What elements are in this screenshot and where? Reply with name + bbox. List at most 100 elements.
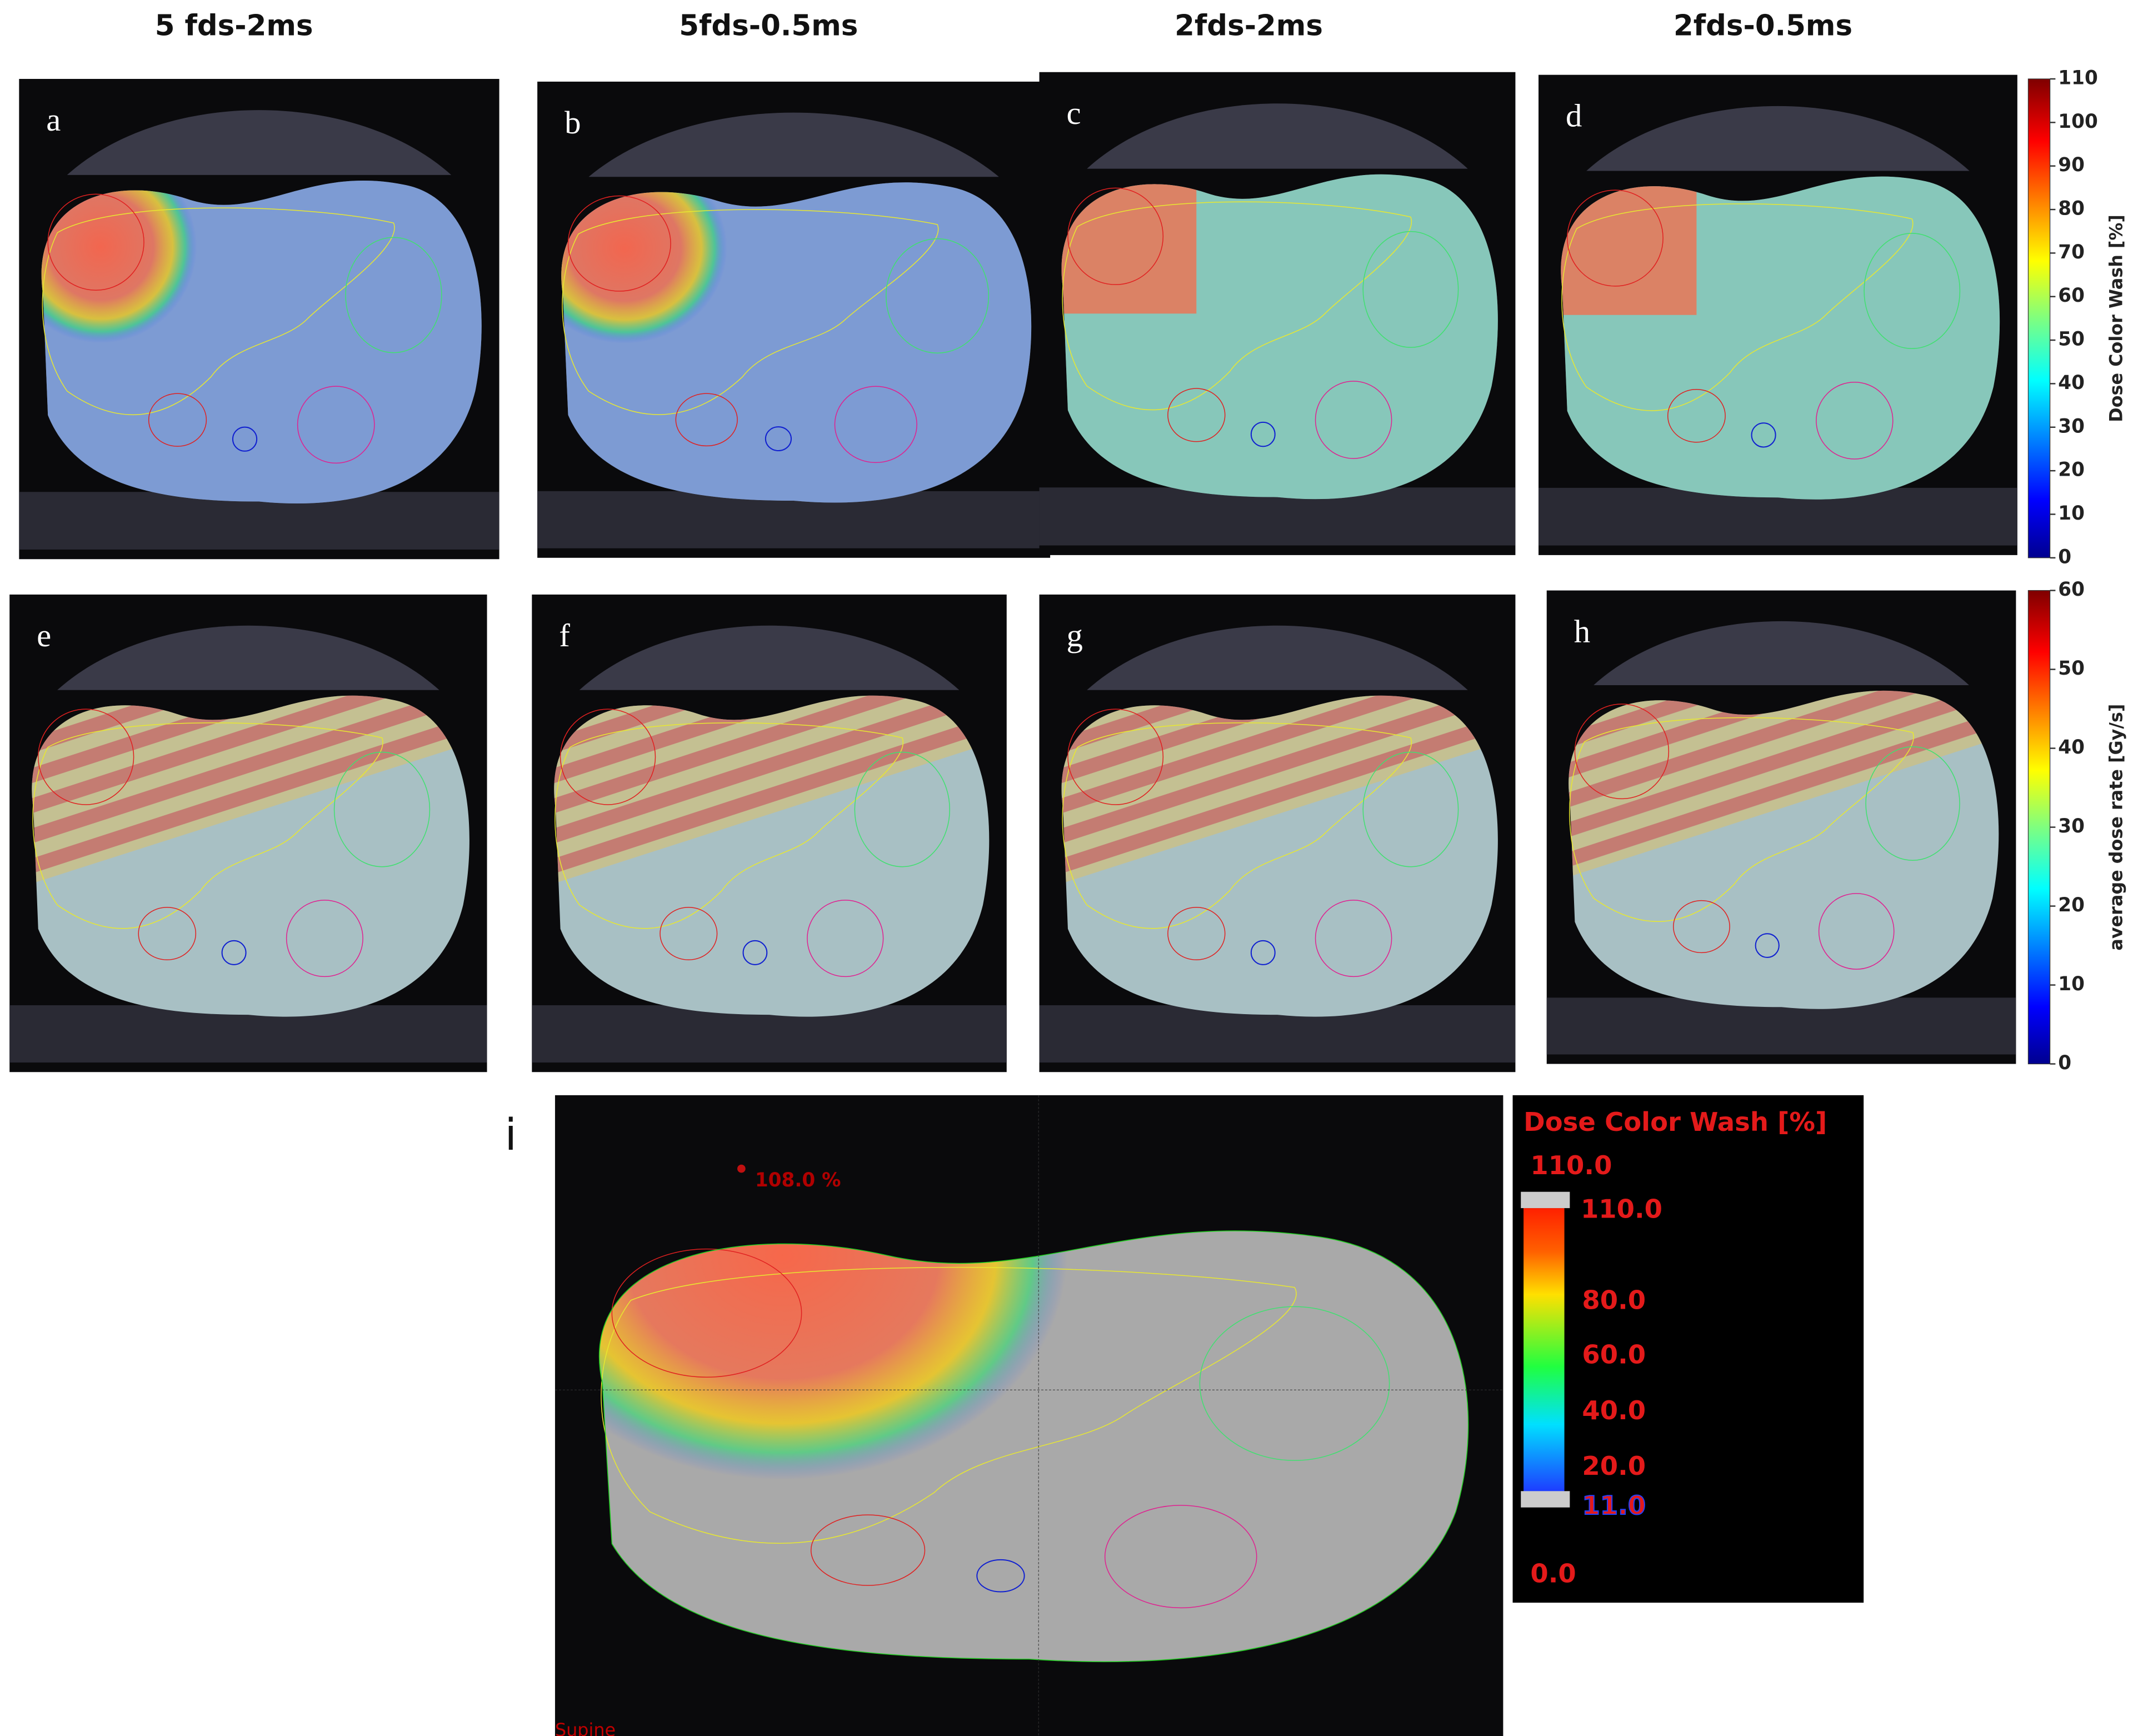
cord-contour	[1752, 423, 1776, 447]
colorbar-tick-label: 50	[2058, 657, 2085, 680]
kidney-contour	[835, 386, 917, 462]
tumor-contour	[612, 1249, 801, 1378]
arms	[1593, 621, 1969, 685]
ct-slice	[1547, 621, 2016, 1055]
liver-contour	[42, 208, 394, 415]
colorbar-tick-label: 110	[2058, 67, 2098, 89]
panel-letter: c	[1067, 95, 1081, 131]
colorbar	[2027, 590, 2051, 1065]
ct-slice	[532, 626, 1006, 1062]
colorbar-tick-label: 90	[2058, 154, 2085, 176]
arms	[67, 110, 452, 175]
legend-lower: 11.0	[1582, 1490, 1646, 1520]
dose-wash	[561, 182, 1032, 503]
colorbar	[2027, 78, 2051, 558]
handle	[1521, 1491, 1570, 1508]
dose-wash	[554, 695, 990, 891]
colorbar-tick-label: 30	[2058, 415, 2085, 437]
legend-tick: 80.0	[1582, 1285, 1646, 1315]
column-title: 5 fds-2ms	[155, 9, 313, 43]
kidney-contour	[1668, 390, 1725, 442]
legend-tick: 20.0	[1582, 1451, 1646, 1481]
colorbar-tick-label: 0	[2058, 546, 2071, 568]
hot-spot	[599, 1230, 1067, 1480]
arms	[1087, 103, 1468, 169]
tumor-contour	[48, 194, 144, 290]
colorbar-title: average dose rate [Gy/s]	[2105, 704, 2126, 951]
legend-max: 110.0	[1530, 1150, 1612, 1180]
liver-contour	[1062, 723, 1411, 929]
tumor-contour	[1068, 188, 1163, 285]
dose-wash	[599, 1230, 1067, 1480]
kidney-contour	[676, 393, 737, 446]
dose-wash	[1061, 695, 1498, 891]
stomach-contour	[334, 752, 430, 866]
cord-contour	[222, 941, 246, 965]
kidney-contour	[287, 900, 363, 976]
liver-contour	[562, 209, 938, 415]
orientation-label: Supine	[555, 1719, 616, 1736]
tumor-contour	[1567, 190, 1663, 286]
legend-upper: 110.0	[1581, 1194, 1662, 1224]
ct-slice	[498, 1031, 1503, 1736]
ct-slice	[9, 626, 487, 1062]
colorbar-tick-label: 30	[2058, 815, 2085, 837]
ct-slice	[1040, 72, 1516, 555]
dose-wash	[1568, 690, 1999, 884]
kidney-contour	[660, 907, 717, 960]
kidney-contour	[1316, 900, 1392, 976]
stomach-contour	[1200, 1306, 1389, 1460]
kidney-contour	[811, 1515, 925, 1585]
colorbar-tick-label: 20	[2058, 459, 2085, 481]
handle	[1521, 1191, 1570, 1209]
wash	[554, 695, 990, 891]
stomach-contour	[855, 752, 950, 866]
legend-box	[1512, 1095, 1864, 1603]
cord-contour	[233, 427, 257, 451]
colorbar-tick-label: 10	[2058, 502, 2085, 525]
colorbar-title: Dose Color Wash [%]	[2105, 214, 2126, 422]
tumor-contour	[561, 709, 656, 805]
panel-letter: e	[37, 617, 51, 654]
wash	[32, 695, 469, 891]
liver-contour	[1562, 204, 1913, 411]
cord-contour	[743, 941, 767, 965]
kidney-contour	[1674, 901, 1730, 953]
cord-contour	[1756, 934, 1779, 957]
tumor-contour	[1068, 709, 1163, 805]
ct-slice	[1538, 75, 2017, 555]
colorbar-tick-label: 50	[2058, 328, 2085, 351]
panel-letter: a	[46, 102, 61, 138]
tumor-contour	[1575, 704, 1669, 799]
legend-tick: 60.0	[1582, 1339, 1646, 1369]
cord-contour	[1251, 941, 1275, 965]
kidney-contour	[1316, 381, 1392, 458]
kidney-contour	[1168, 388, 1225, 442]
tumor-contour	[38, 709, 134, 805]
colorbar-tick-label: 60	[2058, 285, 2085, 307]
kidney-contour	[138, 907, 196, 960]
kidney-contour	[1816, 382, 1893, 459]
body-contour	[600, 1231, 1468, 1662]
colorbar-tick-label: 10	[2058, 973, 2085, 995]
wash	[1568, 690, 1999, 884]
cord-contour	[977, 1560, 1024, 1592]
dose-wash	[1561, 176, 2000, 500]
legend-title: Dose Color Wash [%]	[1523, 1107, 1827, 1137]
ct-slice	[4, 79, 499, 559]
ct-slice	[1040, 626, 1516, 1062]
column-title: 2fds-2ms	[1175, 9, 1323, 43]
cord-contour	[766, 427, 791, 451]
column-title: 2fds-0.5ms	[1674, 9, 1852, 43]
couch	[1538, 487, 2017, 546]
arms	[1087, 625, 1468, 690]
liver-contour	[555, 723, 903, 929]
stomach-contour	[886, 239, 989, 353]
column-title: 5fds-0.5ms	[679, 9, 858, 43]
panel-letter: b	[565, 104, 581, 141]
kidney-contour	[1168, 907, 1225, 960]
colorbar-tick-label: 80	[2058, 198, 2085, 220]
legend-min: 0.0	[1530, 1559, 1576, 1589]
dose-wash	[32, 695, 469, 891]
